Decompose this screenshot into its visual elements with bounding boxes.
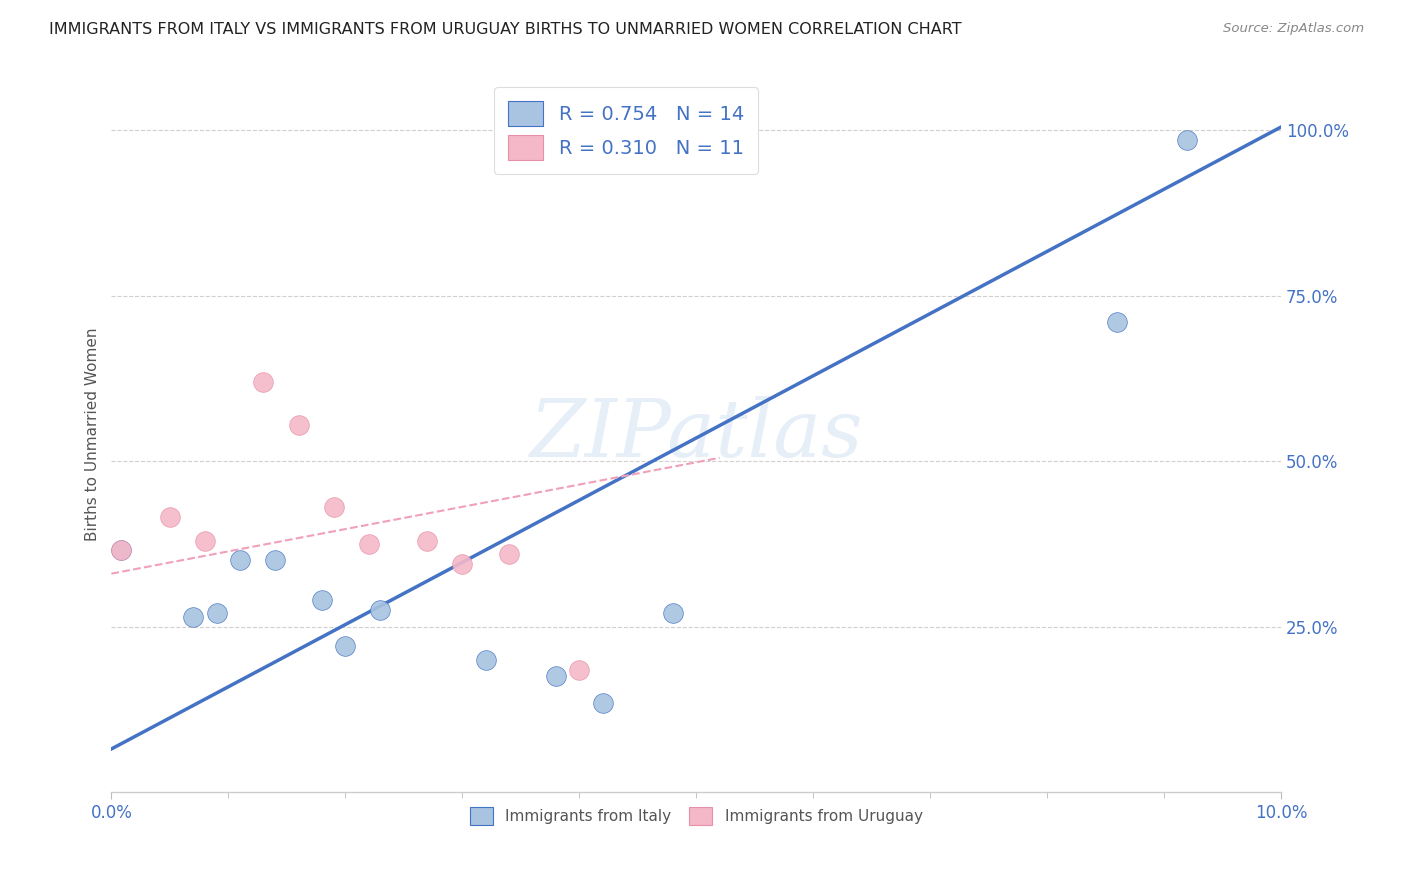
Point [311, 593, 333, 607]
Point [322, 500, 344, 515]
Point [194, 533, 217, 548]
Point [287, 417, 309, 432]
Point [110, 543, 132, 558]
Point [544, 669, 567, 683]
Point [1107, 315, 1129, 329]
Point [357, 537, 380, 551]
Legend: Immigrants from Italy, Immigrants from Uruguay: Immigrants from Italy, Immigrants from U… [461, 797, 932, 834]
Point [110, 543, 132, 558]
Text: IMMIGRANTS FROM ITALY VS IMMIGRANTS FROM URUGUAY BIRTHS TO UNMARRIED WOMEN CORRE: IMMIGRANTS FROM ITALY VS IMMIGRANTS FROM… [49, 22, 962, 37]
Point [159, 510, 181, 524]
Point [264, 553, 287, 567]
Point [1177, 133, 1199, 147]
Text: Source: ZipAtlas.com: Source: ZipAtlas.com [1223, 22, 1364, 36]
Point [252, 375, 274, 389]
Point [416, 533, 439, 548]
Y-axis label: Births to Unmarried Women: Births to Unmarried Women [86, 328, 100, 541]
Text: ZIPatlas: ZIPatlas [530, 396, 863, 474]
Point [229, 553, 252, 567]
Point [498, 547, 520, 561]
Point [370, 603, 392, 617]
Point [592, 696, 614, 710]
Point [335, 640, 357, 654]
Point [568, 663, 591, 677]
Point [474, 653, 496, 667]
Point [451, 557, 474, 571]
Point [205, 607, 228, 621]
Point [662, 607, 685, 621]
Point [181, 609, 204, 624]
